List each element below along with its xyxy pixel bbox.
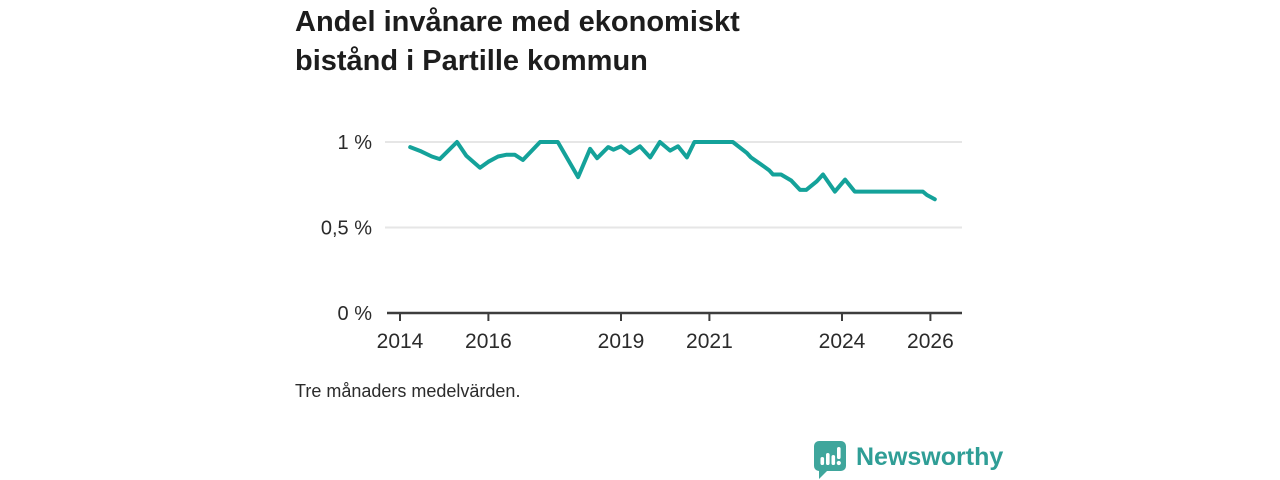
chart-title-line-1: Andel invånare med ekonomiskt xyxy=(295,6,740,38)
chart-footnote: Tre månaders medelvärden. xyxy=(295,381,521,401)
x-axis-tick-label: 2019 xyxy=(598,330,645,353)
data-line-series xyxy=(408,140,937,202)
x-axis-tick-label: 2024 xyxy=(819,330,866,353)
newsworthy-logo: Newsworthy xyxy=(813,440,1003,480)
y-axis-tick-label: 1 % xyxy=(338,132,373,154)
bar-chart-speech-bubble-icon xyxy=(814,441,846,479)
y-axis-tick-label: 0 % xyxy=(338,303,373,325)
x-axis-tick-label: 2016 xyxy=(465,330,512,353)
x-axis-tick-label: 2014 xyxy=(377,330,424,353)
x-axis-tick-label: 2021 xyxy=(686,330,733,353)
y-axis-tick-label: 0,5 % xyxy=(321,218,372,240)
chart-title-line-2: bistånd i Partille kommun xyxy=(295,45,648,77)
x-axis-tick-label: 2026 xyxy=(907,330,954,353)
chart-title: Andel invånare med ekonomiskt bistånd i … xyxy=(295,3,740,81)
newsworthy-wordmark: Newsworthy xyxy=(856,443,1004,471)
